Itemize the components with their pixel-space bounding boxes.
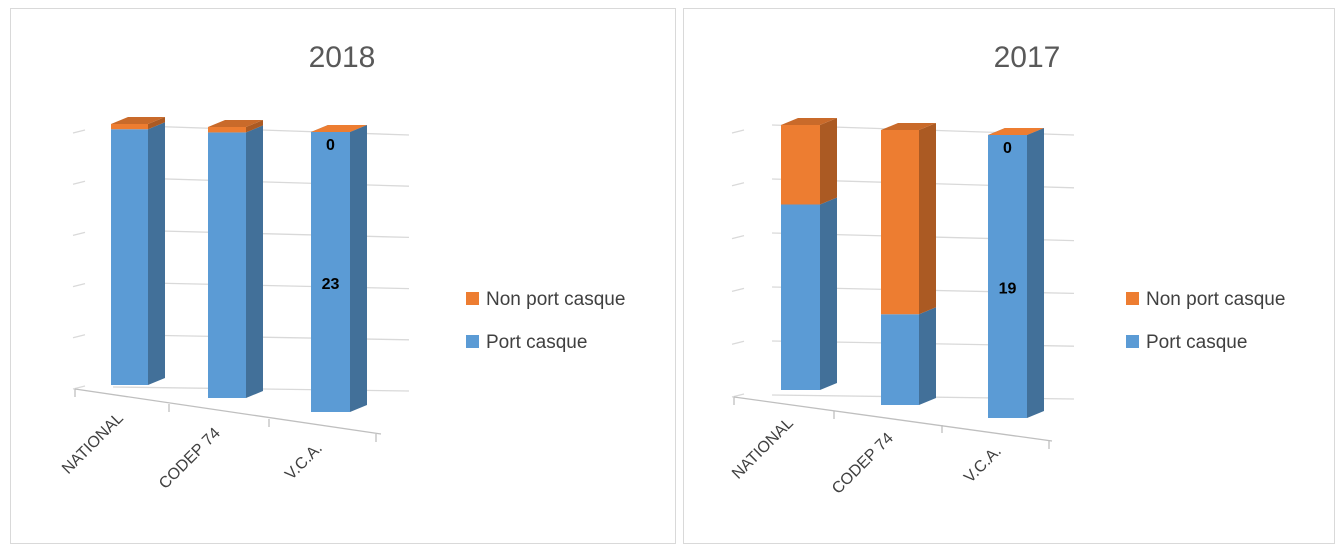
bar-top [781, 118, 837, 125]
gridline-tick [731, 340, 745, 345]
legend-swatch [466, 292, 479, 305]
x-tick-label: CODEP 74 [829, 430, 897, 498]
legend-swatch [1126, 292, 1139, 305]
gridline-tick [72, 231, 86, 237]
gridline-tick [72, 334, 86, 339]
x-tick-label: CODEP 74 [156, 425, 224, 493]
bar-port-casque-1 [208, 125, 263, 399]
data-label: 0 [1003, 140, 1012, 157]
chart-title: 2018 [309, 41, 376, 74]
chart-title: 2017 [994, 41, 1061, 74]
legend-label: Port casque [486, 332, 587, 353]
gridline-tick [72, 385, 86, 390]
gridline-tick [731, 287, 745, 293]
bar-port-casque-0 [781, 197, 837, 390]
x-tick-label: NATIONAL [59, 410, 127, 478]
bar-top-zero [988, 128, 1044, 135]
legend-swatch [466, 335, 479, 348]
gridline-tick [72, 129, 86, 134]
legend-label: Non port casque [486, 289, 625, 310]
legend-label: Non port casque [1146, 289, 1285, 310]
chart-2018: 2018 NATIONAL CODEP 74 23 0 V.C.A. Non port ca… [59, 41, 625, 493]
gridline-tick [731, 182, 745, 187]
gridline-tick [72, 282, 86, 288]
bar-non-port-casque-0 [781, 118, 837, 205]
bar-port-casque-1 [881, 307, 936, 405]
data-label: 23 [322, 276, 340, 293]
bar-top [208, 120, 263, 127]
legend: Non port casque Port casque [1126, 289, 1285, 353]
gridline-tick [72, 180, 86, 185]
data-label: 0 [326, 137, 335, 154]
chart-panel-2018: 2018 NATIONAL CODEP 74 23 0 V.C.A. Non port ca… [10, 8, 676, 544]
bar-non-port-casque-1 [881, 123, 936, 315]
bar-non-port-casque-1 [208, 120, 263, 133]
bar-non-port-casque-0 [111, 117, 165, 130]
x-axis [74, 388, 382, 435]
bar-top [881, 123, 936, 130]
gridline-tick [731, 393, 745, 398]
gridline-tick [731, 234, 745, 240]
data-label: 19 [999, 280, 1017, 297]
legend-swatch [1126, 335, 1139, 348]
legend-label: Port casque [1146, 332, 1247, 353]
x-tick-label: V.C.A. [961, 443, 1005, 487]
chart-panel-2017: 2017 NATIONAL CODEP 74 19 0 V.C.A. Non port ca… [683, 8, 1335, 544]
bar-port-casque-2 [988, 128, 1044, 418]
chart-2017: 2017 NATIONAL CODEP 74 19 0 V.C.A. Non port ca… [729, 41, 1285, 498]
x-tick-label: V.C.A. [282, 440, 326, 484]
x-axis [733, 396, 1053, 442]
legend: Non port casque Port casque [466, 289, 625, 353]
bar-top-zero [311, 125, 367, 132]
bar-top [111, 117, 165, 124]
bar-port-casque-0 [111, 122, 165, 385]
bar-port-casque-2 [311, 125, 367, 412]
gridline-tick [731, 129, 745, 134]
x-tick-label: NATIONAL [729, 415, 797, 483]
